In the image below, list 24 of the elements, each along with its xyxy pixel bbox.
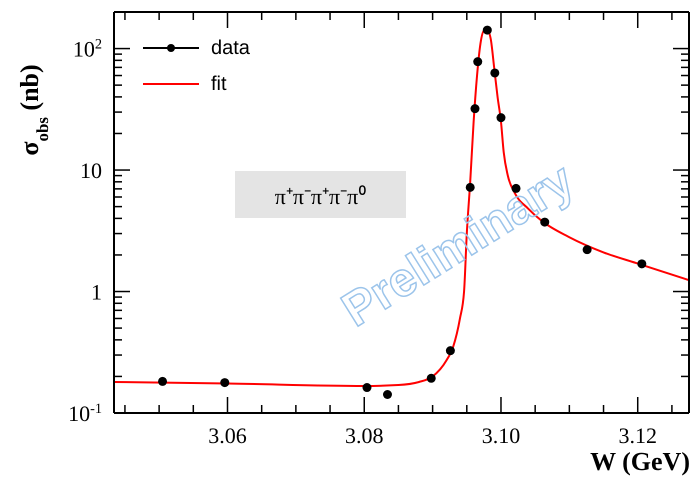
legend-label: data — [211, 36, 250, 60]
point — [496, 113, 506, 122]
point — [637, 259, 646, 268]
y-tick-label: 10$^{-1}$ — [68, 401, 102, 426]
point — [446, 346, 455, 356]
legend-label: fit — [211, 72, 227, 96]
point — [158, 376, 168, 386]
point — [426, 374, 436, 383]
point — [220, 378, 230, 388]
x-axis-title: W (GeV) — [590, 447, 690, 476]
x-tick-label: 3.08 — [344, 423, 384, 448]
x-tick-label: 3.10 — [482, 423, 520, 448]
point — [473, 57, 482, 66]
x-tick-label: 3.12 — [618, 423, 657, 448]
y-tick-label: 10 — [80, 158, 102, 184]
y-tick-label: 1 — [91, 280, 102, 305]
point — [470, 104, 480, 114]
point — [362, 383, 372, 392]
point — [582, 245, 592, 254]
point — [482, 26, 492, 35]
x-tick-label: 3.06 — [208, 423, 247, 448]
y-tick-label: 10$^{2}$ — [72, 36, 102, 62]
point — [382, 390, 392, 399]
point — [490, 68, 500, 78]
